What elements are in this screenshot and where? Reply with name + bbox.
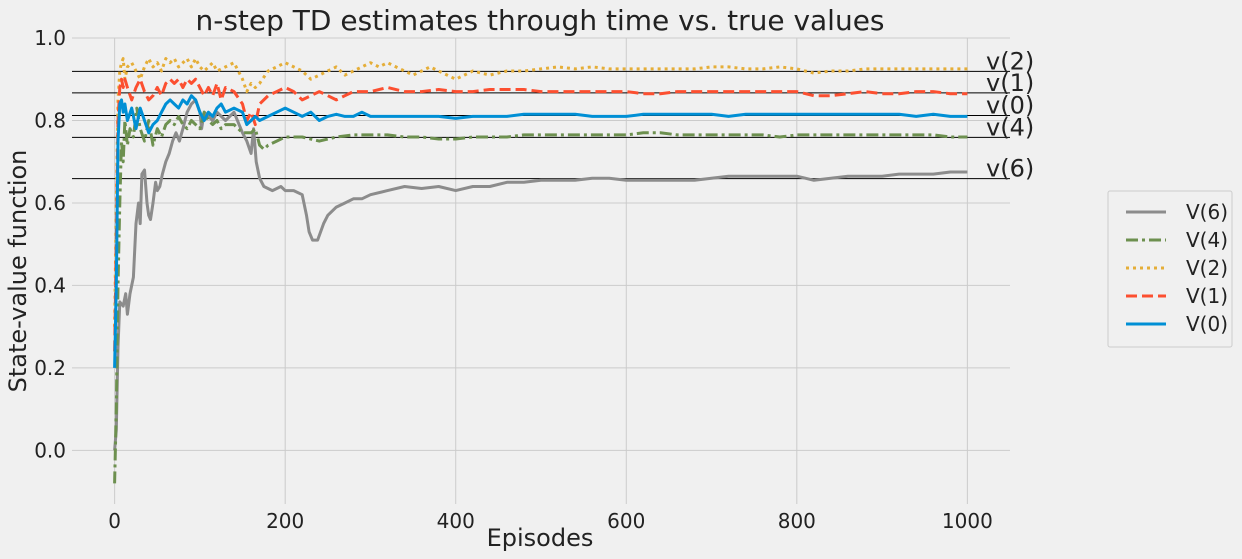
legend-label: V(1) — [1186, 284, 1228, 308]
legend-label: V(2) — [1186, 256, 1228, 280]
x-tick-label: 200 — [266, 509, 304, 533]
series-line-V(2) — [113, 57, 968, 327]
legend-label: V(6) — [1186, 200, 1228, 224]
y-tick-label: 1.0 — [34, 26, 66, 50]
true-value-label: v(1) — [986, 69, 1034, 97]
x-tick-label: 600 — [607, 509, 645, 533]
true-value-label: v(2) — [986, 47, 1034, 75]
x-tick-label: 1000 — [942, 509, 993, 533]
legend-box — [1107, 190, 1233, 348]
x-tick-label: 0 — [108, 509, 121, 533]
true-value-label: v(6) — [986, 155, 1034, 183]
y-tick-label: 0.6 — [34, 191, 66, 215]
series-line-V(1) — [113, 77, 968, 352]
series-line-V(0) — [113, 94, 968, 368]
y-tick-label: 0.4 — [34, 273, 66, 297]
legend-label: V(0) — [1186, 312, 1228, 336]
x-axis-title: Episodes — [487, 524, 594, 552]
series-lines — [113, 57, 968, 484]
plot-area — [72, 38, 1010, 504]
x-tick-label: 800 — [778, 509, 816, 533]
y-tick-label: 0.0 — [34, 438, 66, 462]
true-value-labels: v(2)v(1)v(0)v(4) v(6) — [986, 47, 1034, 182]
legend: V(6) V(4) V(2) V(1) V(0) — [1107, 190, 1233, 348]
chart-title: n-step TD estimates through time vs. tru… — [195, 4, 884, 37]
x-tick-labels: 0 200 400 600 800 1000 — [108, 509, 993, 533]
y-tick-label: 0.8 — [34, 108, 66, 132]
series-line-V(4) — [113, 106, 968, 484]
true-value-label: v(0) — [986, 92, 1034, 120]
y-axis-title: State-value function — [4, 150, 32, 393]
x-tick-label: 400 — [437, 509, 475, 533]
y-tick-labels: 0.0 0.2 0.4 0.6 0.8 1.0 — [34, 26, 66, 462]
series-line-V(6) — [113, 98, 968, 451]
y-tick-label: 0.2 — [34, 356, 66, 380]
true-value-label: v(4) — [986, 113, 1034, 141]
legend-label: V(4) — [1186, 228, 1228, 252]
